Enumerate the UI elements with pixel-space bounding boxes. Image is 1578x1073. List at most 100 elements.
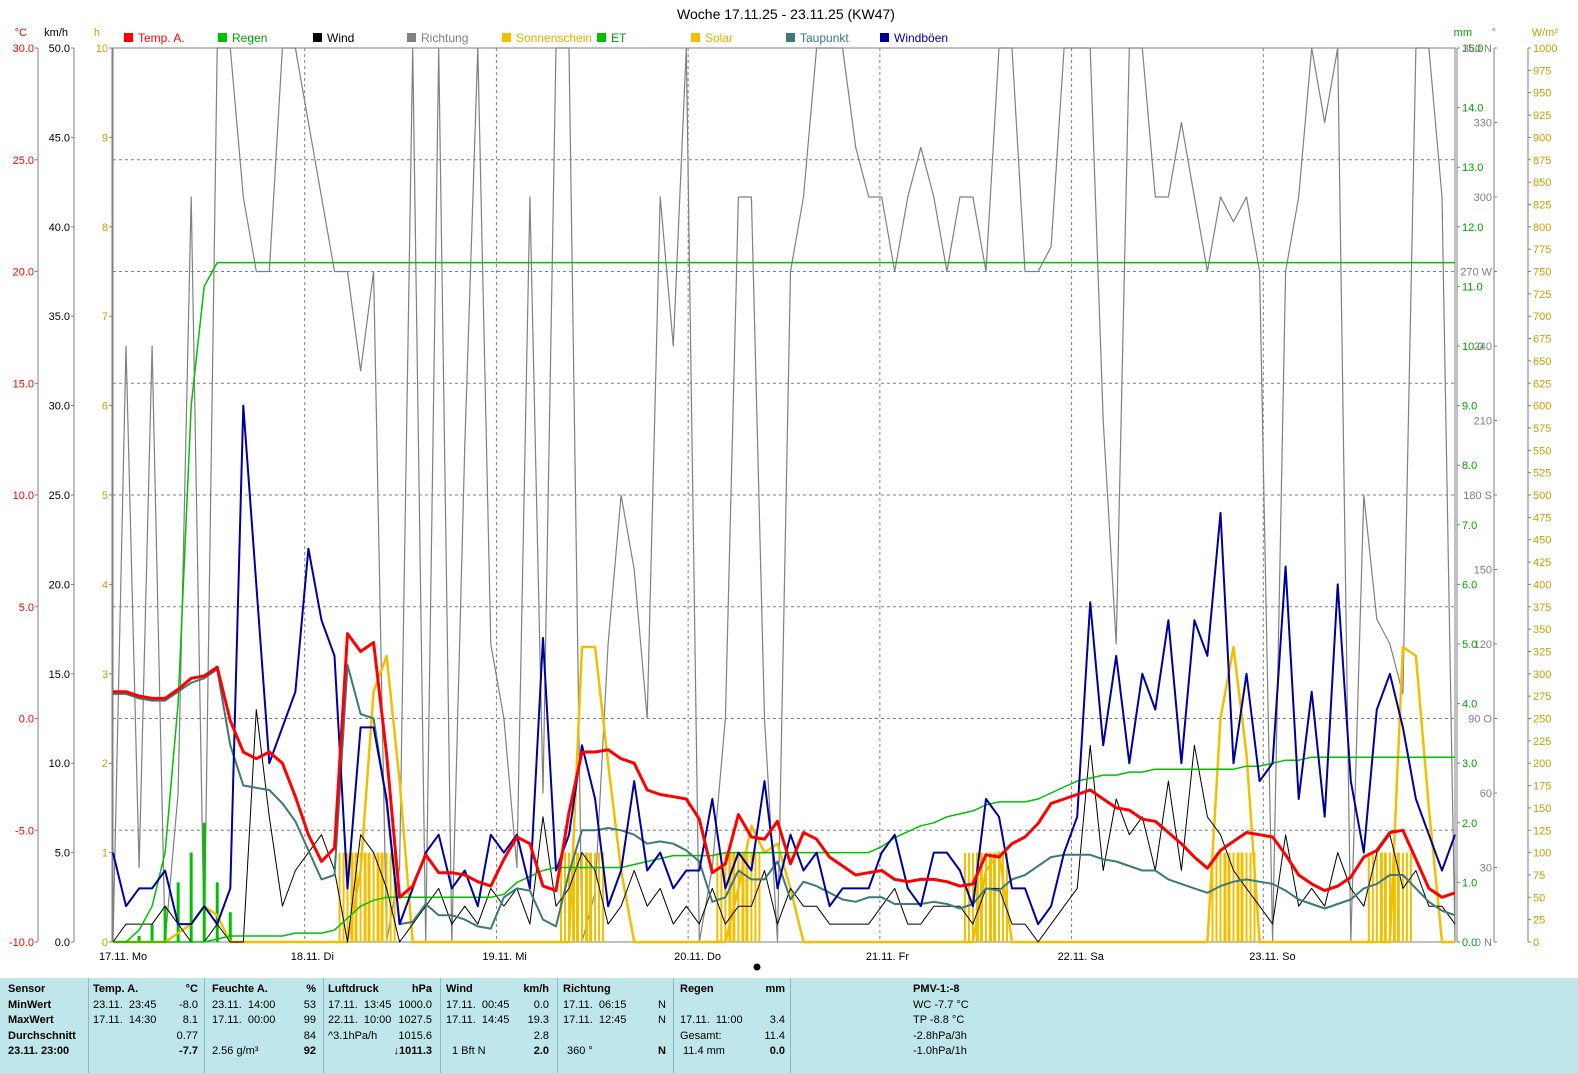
hum-min-time: 23.11. 14:00 bbox=[212, 998, 276, 1011]
rain-times: Regen 17.11. 11:00 Gesamt: 11.4 mm bbox=[680, 982, 760, 1060]
solar-tick-label: 425 bbox=[1533, 557, 1551, 569]
pmv-wc: WC -7.7 °C bbox=[913, 998, 969, 1011]
sun-tick-label: 8 bbox=[102, 222, 108, 234]
x-axis-labels: 17.11. Mo 18.11. Di 19.11. Mi 20.11. Do 21.1… bbox=[99, 951, 1296, 971]
wind-tick-label: 50.0 bbox=[49, 43, 70, 55]
wind-tick-label: 20.0 bbox=[49, 579, 70, 591]
dir-tick-label: 330 bbox=[1474, 118, 1492, 130]
solar-tick-label: 125 bbox=[1533, 825, 1551, 837]
hum-max: 99 bbox=[303, 1014, 316, 1026]
legend-swatch bbox=[597, 33, 606, 42]
solar-tick-label: 150 bbox=[1533, 803, 1551, 815]
grid bbox=[113, 48, 1455, 942]
label-avg: Durchschnitt bbox=[8, 1029, 76, 1042]
label-min: MinWert bbox=[8, 998, 52, 1011]
dir-tick-label: 60 bbox=[1480, 788, 1492, 800]
solar-tick-label: 300 bbox=[1533, 669, 1551, 681]
rain-tick-label: 10.0 bbox=[1462, 341, 1483, 353]
sun-tick-label: 4 bbox=[102, 579, 108, 591]
solar-tick-label: 400 bbox=[1533, 579, 1551, 591]
legend-swatch bbox=[502, 33, 511, 42]
wind-avg: 2.8 bbox=[533, 1029, 549, 1042]
dir-tick-label: 300 bbox=[1474, 192, 1492, 204]
row-labels: Sensor MinWert MaxWert Durchschnitt 23.1… bbox=[8, 982, 86, 1060]
sun-tick-label: 3 bbox=[102, 669, 108, 681]
dir-header: Richtung bbox=[563, 983, 611, 995]
legend-label: Richtung bbox=[421, 31, 468, 45]
dir-tick-label: 120 bbox=[1474, 639, 1492, 651]
temp-tick-label: -5.0 bbox=[15, 825, 34, 837]
sun-tick-label: 10 bbox=[96, 43, 108, 55]
temp-max-time: 17.11. 14:30 bbox=[93, 1014, 157, 1026]
hum-min: 53 bbox=[303, 998, 316, 1011]
solar-tick-label: 475 bbox=[1533, 512, 1551, 524]
temp-times: Temp. A. 23.11. 23:45 17.11. 14:30 bbox=[93, 982, 175, 1060]
dir-tick-label: 180 S bbox=[1463, 490, 1492, 502]
rain-unit: mm bbox=[765, 983, 785, 995]
solar-tick-label: 325 bbox=[1533, 646, 1551, 658]
dir-values: N N N bbox=[635, 982, 666, 1060]
rain-tick-label: 11.0 bbox=[1462, 281, 1483, 293]
solar-tick-label: 825 bbox=[1533, 199, 1551, 211]
rain-tick-label: 9.0 bbox=[1462, 401, 1477, 413]
solar-tick-label: 650 bbox=[1533, 356, 1551, 368]
dir-now: N bbox=[658, 1045, 666, 1057]
press-min: 1000.0 bbox=[398, 998, 432, 1011]
hum-avg: 84 bbox=[303, 1029, 316, 1042]
solar-tick-label: 275 bbox=[1533, 691, 1551, 703]
solar-tick-label: 100 bbox=[1533, 848, 1551, 860]
solar-tick-label: 900 bbox=[1533, 132, 1551, 144]
temp-unit: °C bbox=[185, 983, 198, 995]
solar-tick-label: 25 bbox=[1533, 915, 1545, 927]
solar-tick-label: 750 bbox=[1533, 267, 1551, 279]
rain-tick-label: 12.0 bbox=[1462, 222, 1483, 234]
dir-tick-label: 210 bbox=[1474, 416, 1492, 428]
pmv-3h: -2.8hPa/3h bbox=[913, 1029, 967, 1042]
temp-tick-label: 25.0 bbox=[13, 155, 34, 167]
wind-bft: 1 Bft N bbox=[452, 1045, 486, 1057]
sun-tick-label: 6 bbox=[102, 401, 108, 413]
plot-frame bbox=[112, 47, 1456, 943]
dir-tick-label: 360 N bbox=[1463, 43, 1492, 55]
dir-tick-label: 150 bbox=[1474, 565, 1492, 577]
solar-tick-label: 350 bbox=[1533, 624, 1551, 636]
temp-tick-label: 10.0 bbox=[13, 490, 34, 502]
temp-values: °C -8.0 8.1 0.77 -7.7 bbox=[150, 982, 198, 1060]
solar-tick-label: 225 bbox=[1533, 736, 1551, 748]
dir-min-time: 17.11. 06:15 bbox=[563, 998, 627, 1011]
rain-tick-label: 1.0 bbox=[1462, 877, 1477, 889]
legend-swatch bbox=[880, 33, 889, 42]
sun-tick-label: 1 bbox=[102, 848, 108, 860]
temp-min: -8.0 bbox=[179, 998, 198, 1011]
legend-swatch bbox=[691, 33, 700, 42]
series-layer bbox=[112, 47, 1456, 944]
solar-tick-label: 700 bbox=[1533, 311, 1551, 323]
wind-unit: km/h bbox=[523, 983, 549, 995]
legend-swatch bbox=[407, 33, 416, 42]
legend-label: ET bbox=[611, 31, 627, 45]
rain-tick-label: 3.0 bbox=[1462, 758, 1477, 770]
temp-max: 8.1 bbox=[182, 1014, 198, 1026]
stats-table: Sensor MinWert MaxWert Durchschnitt 23.1… bbox=[0, 978, 1578, 1073]
wind-min: 0.0 bbox=[533, 998, 549, 1011]
solar-tick-label: 0 bbox=[1533, 937, 1539, 949]
rain-header: Regen bbox=[680, 983, 714, 995]
wind-now: 2.0 bbox=[533, 1045, 549, 1057]
series-et bbox=[113, 261, 1455, 943]
series-windb-en bbox=[112, 404, 1456, 926]
temp-tick-label: 0.0 bbox=[19, 714, 34, 726]
dir-deg: 360 ° bbox=[567, 1045, 593, 1057]
legend-label: Taupunkt bbox=[800, 31, 849, 45]
hum-unit: % bbox=[306, 983, 316, 995]
solar-tick-label: 975 bbox=[1533, 65, 1551, 77]
solar-tick-label: 800 bbox=[1533, 222, 1551, 234]
solar-tick-label: 875 bbox=[1533, 155, 1551, 167]
series-solar bbox=[113, 645, 1455, 944]
hum-values: % 53 99 84 92 bbox=[278, 982, 316, 1060]
chart-title: Woche 17.11.25 - 23.11.25 (KW47) bbox=[677, 6, 895, 22]
dir-min: N bbox=[658, 998, 666, 1011]
solar-tick-label: 200 bbox=[1533, 758, 1551, 770]
press-values: hPa 1000.0 1027.5 1015.6 ↓1011.3 bbox=[380, 982, 432, 1060]
x-tick-label: 17.11. Mo bbox=[99, 951, 147, 963]
solar-unit-label: W/m² bbox=[1532, 27, 1559, 39]
